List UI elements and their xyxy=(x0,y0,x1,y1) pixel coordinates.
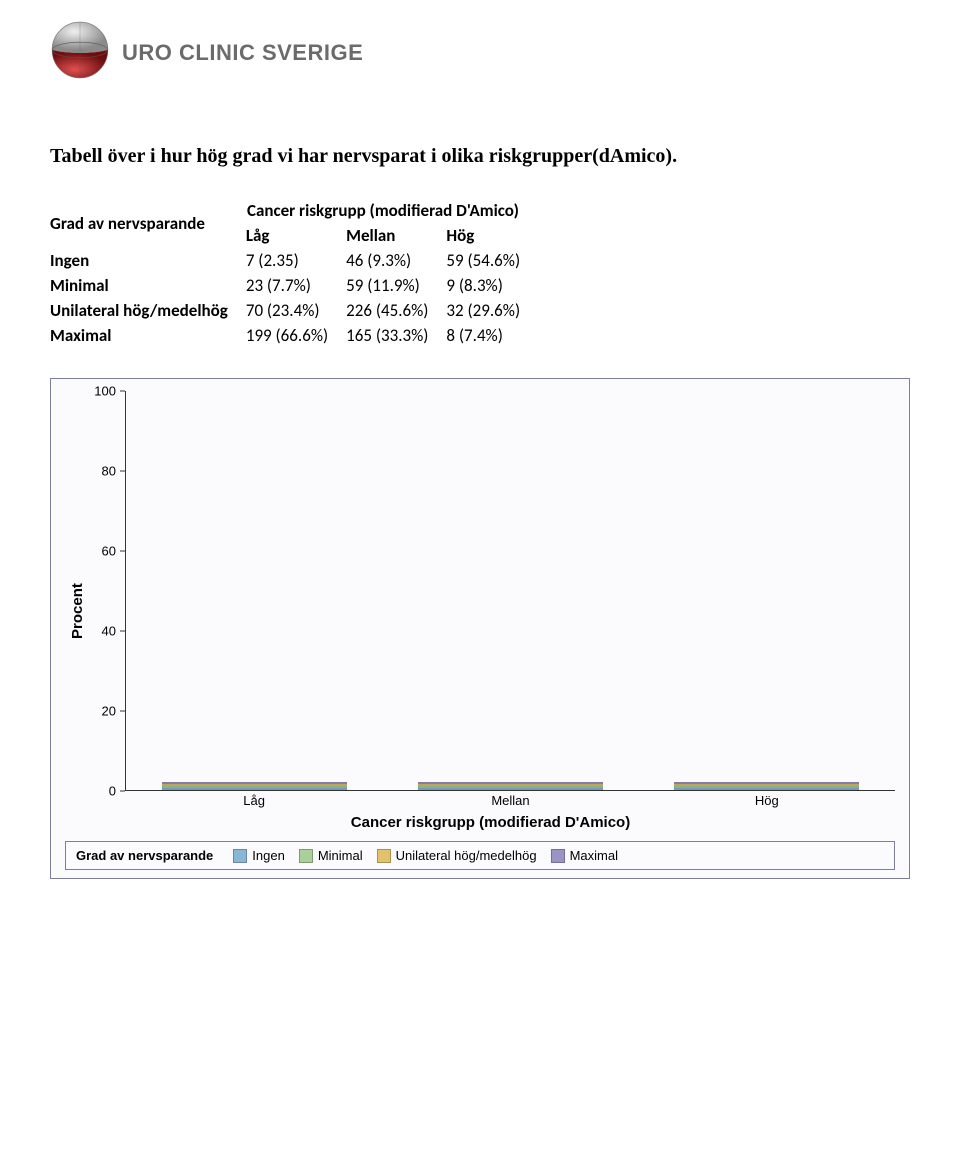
table-cell: 7 (2.35) xyxy=(246,248,346,273)
table-cell: 59 (11.9%) xyxy=(346,273,446,298)
logo-sphere-icon xyxy=(50,20,110,85)
table-cell: 226 (45.6%) xyxy=(346,298,446,323)
bars-region xyxy=(126,391,895,791)
bar-group xyxy=(403,782,618,790)
data-table: Grad av nervsparande Cancer riskgrupp (m… xyxy=(50,198,538,348)
bar-group xyxy=(147,782,362,790)
bar-segment xyxy=(162,788,347,790)
logo-text: URO CLINIC SVERIGE xyxy=(122,40,363,66)
chart-legend: Grad av nervsparande Ingen Minimal Unilate… xyxy=(65,841,895,870)
table-cell: 46 (9.3%) xyxy=(346,248,446,273)
table-row: Maximal 199 (66.6%) 165 (33.3%) 8 (7.4%) xyxy=(50,323,538,348)
table-row: Minimal 23 (7.7%) 59 (11.9%) 9 (8.3%) xyxy=(50,273,538,298)
col-header: Låg xyxy=(246,223,346,248)
y-tick: 0 xyxy=(109,784,125,799)
plot-area: 020406080100 xyxy=(86,391,895,791)
y-tick: 100 xyxy=(94,384,125,399)
legend-item: Ingen xyxy=(233,848,285,863)
y-tick: 40 xyxy=(102,624,125,639)
table-row: Unilateral hög/medelhög 70 (23.4%) 226 (… xyxy=(50,298,538,323)
table-row: Ingen 7 (2.35) 46 (9.3%) 59 (54.6%) xyxy=(50,248,538,273)
legend-item: Minimal xyxy=(299,848,363,863)
x-tick: Mellan xyxy=(403,793,618,808)
legend-item: Unilateral hög/medelhög xyxy=(377,848,537,863)
bar-stack xyxy=(418,782,603,790)
col-header: Mellan xyxy=(346,223,446,248)
legend-swatch-icon xyxy=(233,849,247,863)
legend-title: Grad av nervsparande xyxy=(76,848,213,863)
legend-swatch-icon xyxy=(551,849,565,863)
logo-block: URO CLINIC SVERIGE xyxy=(50,20,910,85)
stacked-bar-chart: Procent 0 20 40 60 80 100 Låg Mellan Hög Cancer… xyxy=(50,378,910,879)
table-group-header: Cancer riskgrupp (modifierad D'Amico) xyxy=(246,198,538,223)
bar-group xyxy=(659,782,874,790)
legend-swatch-icon xyxy=(299,849,313,863)
y-axis: 020406080100 xyxy=(86,391,126,791)
legend-label: Ingen xyxy=(252,848,285,863)
row-label: Unilateral hög/medelhög xyxy=(50,298,246,323)
row-label: Minimal xyxy=(50,273,246,298)
table-cell: 165 (33.3%) xyxy=(346,323,446,348)
x-tick: Hög xyxy=(659,793,874,808)
table-cell: 8 (7.4%) xyxy=(446,323,538,348)
bar-segment xyxy=(418,788,603,790)
legend-item: Maximal xyxy=(551,848,618,863)
page-title: Tabell över i hur hög grad vi har nervsp… xyxy=(50,145,910,168)
legend-label: Minimal xyxy=(318,848,363,863)
bar-stack xyxy=(162,782,347,790)
y-tick: 60 xyxy=(102,544,125,559)
table-cell: 23 (7.7%) xyxy=(246,273,346,298)
bar-stack xyxy=(674,782,859,790)
x-tick: Låg xyxy=(147,793,362,808)
table-cell: 32 (29.6%) xyxy=(446,298,538,323)
table-cell: 59 (54.6%) xyxy=(446,248,538,273)
table-cell: 199 (66.6%) xyxy=(246,323,346,348)
col-header: Hög xyxy=(446,223,538,248)
y-tick: 20 xyxy=(102,704,125,719)
table-cell: 70 (23.4%) xyxy=(246,298,346,323)
table-row-header: Grad av nervsparande xyxy=(50,198,246,248)
y-axis-label: Procent xyxy=(65,391,86,831)
table-cell: 9 (8.3%) xyxy=(446,273,538,298)
x-axis-ticks: Låg Mellan Hög xyxy=(126,793,895,808)
row-label: Ingen xyxy=(50,248,246,273)
legend-swatch-icon xyxy=(377,849,391,863)
x-axis-label: Cancer riskgrupp (modifierad D'Amico) xyxy=(86,814,895,831)
row-label: Maximal xyxy=(50,323,246,348)
y-tick: 80 xyxy=(102,464,125,479)
legend-label: Maximal xyxy=(570,848,618,863)
legend-label: Unilateral hög/medelhög xyxy=(396,848,537,863)
bar-segment xyxy=(674,788,859,790)
